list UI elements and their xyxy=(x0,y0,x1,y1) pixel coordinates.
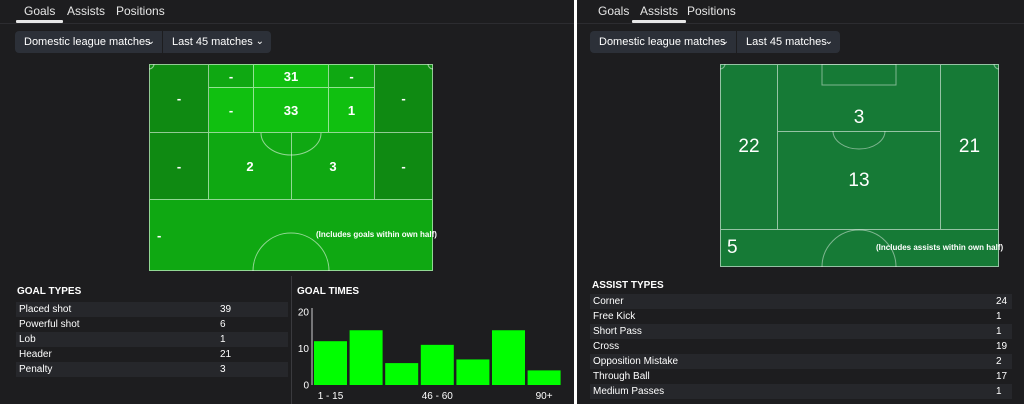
zone-own-half: 5 xyxy=(720,229,999,267)
competition-dropdown-label: Domestic league matches xyxy=(599,36,726,48)
zone-mid-far-left: - xyxy=(149,132,209,200)
competition-dropdown-label: Domestic league matches xyxy=(24,36,151,48)
bar-16-30[interactable] xyxy=(349,330,383,385)
table-row: Corner 24 xyxy=(590,294,1012,309)
zone-top-center: 3 xyxy=(777,64,941,132)
tab-bar: Goals Assists Positions xyxy=(577,0,1024,24)
table-row: Penalty 3 xyxy=(16,362,288,377)
zone-box-bottom-center: 33 xyxy=(253,87,329,133)
zone-right-wing: 21 xyxy=(940,64,999,230)
zone-left-wing: 22 xyxy=(720,64,778,230)
tab-positions[interactable]: Positions xyxy=(116,4,165,18)
range-dropdown-label: Last 45 matches xyxy=(172,36,253,48)
bar-61-75[interactable] xyxy=(456,359,490,385)
assists-panel: Goals Assists Positions Domestic league … xyxy=(577,0,1024,404)
zone-box-bottom-right: 1 xyxy=(328,87,375,133)
competition-dropdown[interactable]: Domestic league matches ⌄ xyxy=(15,31,162,53)
chevron-down-icon: ⌄ xyxy=(824,36,833,47)
assists-pitch: 22 3 21 13 5 (Includes assists within ow… xyxy=(720,64,1003,267)
zone-mid-far-right: - xyxy=(374,132,433,200)
table-row: Lob 1 xyxy=(16,332,288,347)
tab-assists[interactable]: Assists xyxy=(631,4,687,23)
zone-mid-center-left: 2 xyxy=(208,132,292,200)
x-tick-label: 1 - 15 xyxy=(318,391,344,402)
zone-center: 13 xyxy=(777,131,941,230)
tab-bar: Goals Assists Positions xyxy=(0,0,574,24)
assist-types-title: ASSIST TYPES xyxy=(592,280,664,291)
range-dropdown-label: Last 45 matches xyxy=(746,36,827,48)
section-divider xyxy=(291,276,292,404)
zone-wing-left: - xyxy=(149,64,209,133)
table-row: Short Pass 1 xyxy=(590,324,1012,339)
zone-wing-right: - xyxy=(374,64,433,133)
bar-76-90[interactable] xyxy=(492,330,525,385)
own-half-note: (Includes assists within own half) xyxy=(876,243,1004,252)
table-row: Powerful shot 6 xyxy=(19,319,226,330)
range-dropdown[interactable]: Last 45 matches ⌄ xyxy=(737,31,840,53)
table-row: Opposition Mistake 2 xyxy=(590,354,1012,369)
y-tick-label: 10 xyxy=(298,344,310,355)
goal-types-title: GOAL TYPES xyxy=(17,286,82,297)
table-row: Cross 19 xyxy=(593,341,1008,352)
table-row: Header 21 xyxy=(19,349,232,360)
goals-panel: Goals Assists Positions Domestic league … xyxy=(0,0,574,404)
own-half-note: (Includes goals within own half) xyxy=(316,230,437,239)
goal-times-chart: 0 10 20 1 - 15 46 - 60 90+ xyxy=(298,308,561,402)
goals-pitch: - 31 - - 33 1 - - - 2 3 - - (Includes go… xyxy=(149,64,437,271)
x-tick-label: 90+ xyxy=(536,391,553,402)
table-row: Through Ball 17 xyxy=(593,371,1008,382)
table-row: Free Kick 1 xyxy=(593,311,1002,322)
zone-box-top-center: 31 xyxy=(253,64,329,88)
chevron-down-icon: ⌄ xyxy=(720,36,729,47)
goal-times-title: GOAL TIMES xyxy=(297,286,360,297)
zone-box-bottom-left: - xyxy=(208,87,254,133)
tab-assists[interactable]: Assists xyxy=(67,4,106,18)
competition-dropdown[interactable]: Domestic league matches ⌄ xyxy=(590,31,736,53)
bar-90plus[interactable] xyxy=(527,370,561,385)
tab-positions[interactable]: Positions xyxy=(687,4,736,18)
zone-mid-center-right: 3 xyxy=(291,132,375,200)
table-row: Placed shot 39 xyxy=(16,302,288,317)
chevron-down-icon: ⌄ xyxy=(146,36,155,47)
chevron-down-icon: ⌄ xyxy=(255,36,264,47)
range-dropdown[interactable]: Last 45 matches ⌄ xyxy=(163,31,271,53)
bar-46-60[interactable] xyxy=(420,344,454,385)
tab-goals[interactable]: Goals xyxy=(15,4,64,23)
bar-31-45[interactable] xyxy=(385,363,419,385)
y-tick-label: 0 xyxy=(303,381,309,392)
x-tick-label: 46 - 60 xyxy=(422,391,454,402)
zone-box-top-left: - xyxy=(208,64,254,88)
tab-goals[interactable]: Goals xyxy=(598,4,630,18)
y-tick-label: 20 xyxy=(298,308,310,319)
table-row: Medium Passes 1 xyxy=(590,384,1012,399)
zone-box-top-right: - xyxy=(328,64,375,88)
bar-1-15[interactable] xyxy=(314,341,347,385)
